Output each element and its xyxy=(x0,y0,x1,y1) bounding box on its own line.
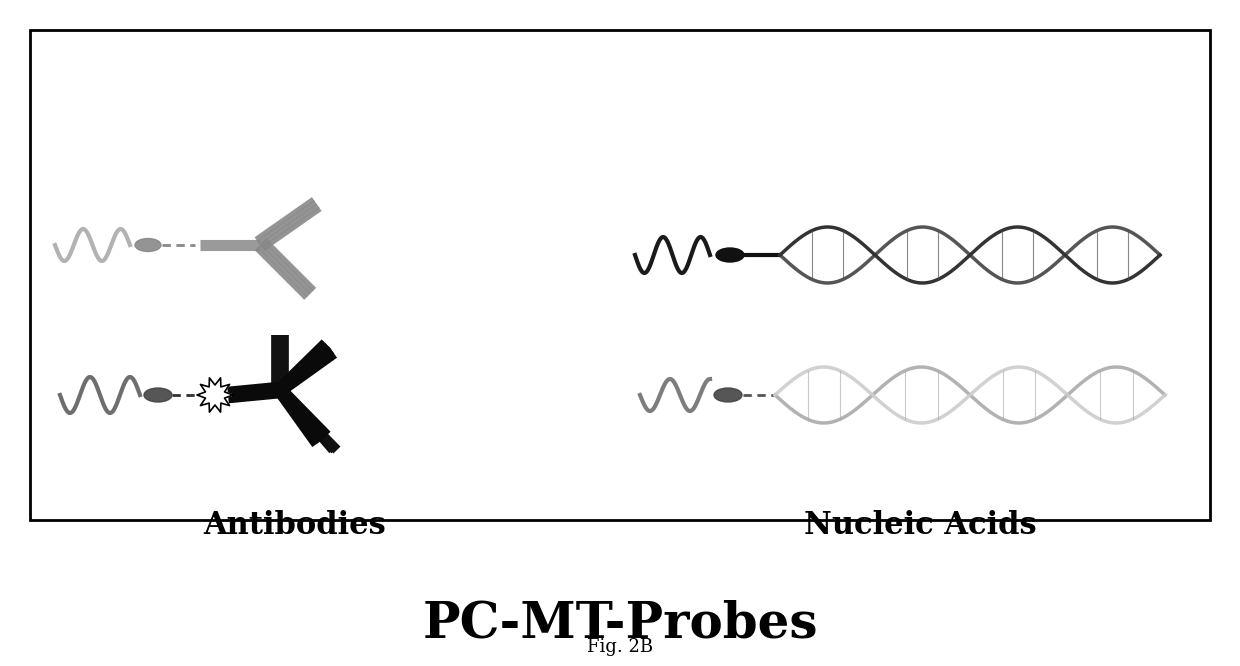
Text: Antibodies: Antibodies xyxy=(203,510,387,541)
FancyBboxPatch shape xyxy=(30,30,1210,520)
Text: Nucleic Acids: Nucleic Acids xyxy=(804,510,1037,541)
Ellipse shape xyxy=(714,388,742,402)
Text: Fig. 2B: Fig. 2B xyxy=(587,638,653,656)
Ellipse shape xyxy=(715,248,744,262)
Text: PC-MT-Probes: PC-MT-Probes xyxy=(423,600,817,649)
Ellipse shape xyxy=(135,238,161,252)
Polygon shape xyxy=(197,378,233,412)
Ellipse shape xyxy=(144,388,172,402)
